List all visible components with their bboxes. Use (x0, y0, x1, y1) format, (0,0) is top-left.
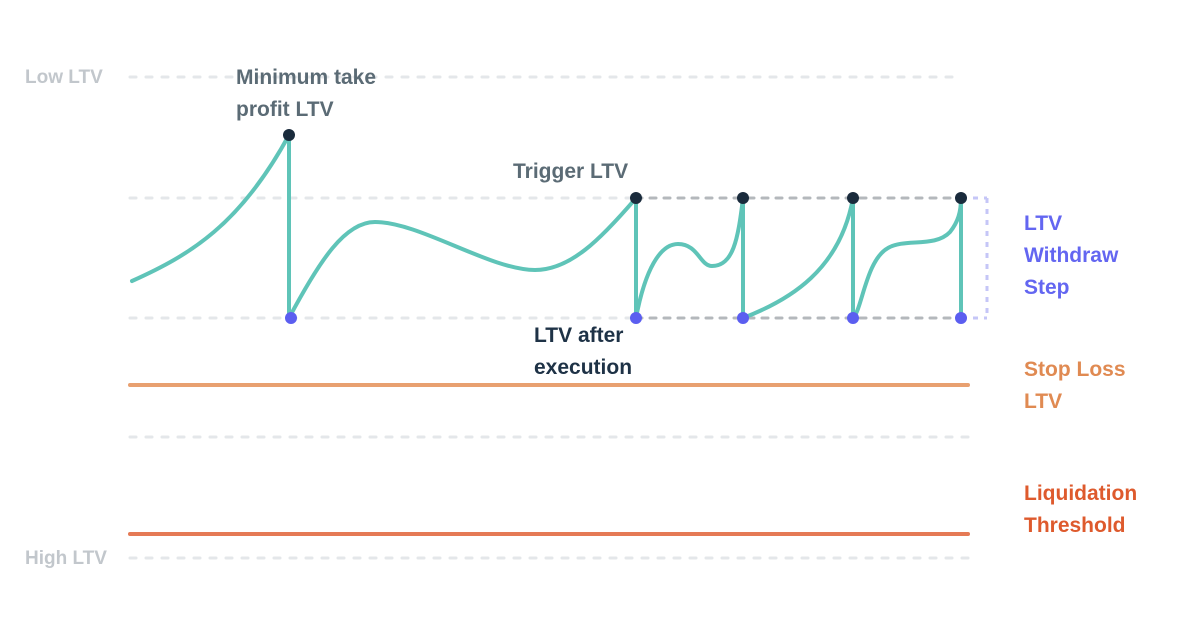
execution-point (630, 312, 642, 324)
ltv-after-execution-label: LTV after execution (534, 320, 632, 384)
liquidation-line-2: Threshold (1024, 514, 1126, 537)
ltv-withdraw-step-line-3: Step (1024, 276, 1070, 299)
ltv-after-execution-line-2: execution (534, 356, 633, 379)
ltv-curve (130, 133, 963, 320)
stop-loss-ltv-label: Stop Loss LTV (1024, 354, 1126, 418)
withdraw-band-lines (634, 196, 964, 320)
trigger-point (737, 192, 749, 204)
min-take-profit-line-1: Minimum take (236, 66, 377, 89)
withdraw-step-bracket (962, 196, 989, 320)
trigger-point (630, 192, 642, 204)
execution-point (847, 312, 859, 324)
min-take-profit-point (283, 129, 295, 141)
execution-point (955, 312, 967, 324)
trigger-points (283, 129, 967, 204)
trigger-point (955, 192, 967, 204)
ltv-after-execution-line-1: LTV after (534, 324, 624, 347)
stop-loss-line-2: LTV (1024, 390, 1063, 413)
low-ltv-label: Low LTV (25, 67, 103, 88)
execution-point (285, 312, 297, 324)
min-take-profit-label: Minimum take profit LTV (236, 62, 376, 126)
execution-points (285, 312, 967, 324)
min-take-profit-line-2: profit LTV (236, 98, 334, 121)
trigger-point (847, 192, 859, 204)
liquidation-threshold-label: Liquidation Threshold (1024, 478, 1137, 542)
ltv-withdraw-step-line-1: LTV (1024, 212, 1063, 235)
liquidation-line-1: Liquidation (1024, 482, 1138, 505)
ltv-withdraw-step-label: LTV Withdraw Step (1024, 208, 1118, 304)
trigger-ltv-label: Trigger LTV (513, 160, 629, 183)
high-ltv-label: High LTV (25, 548, 107, 569)
stop-loss-line-1: Stop Loss (1024, 358, 1126, 381)
guide-lines (128, 75, 972, 560)
ltv-withdraw-step-line-2: Withdraw (1024, 244, 1119, 267)
execution-point (737, 312, 749, 324)
